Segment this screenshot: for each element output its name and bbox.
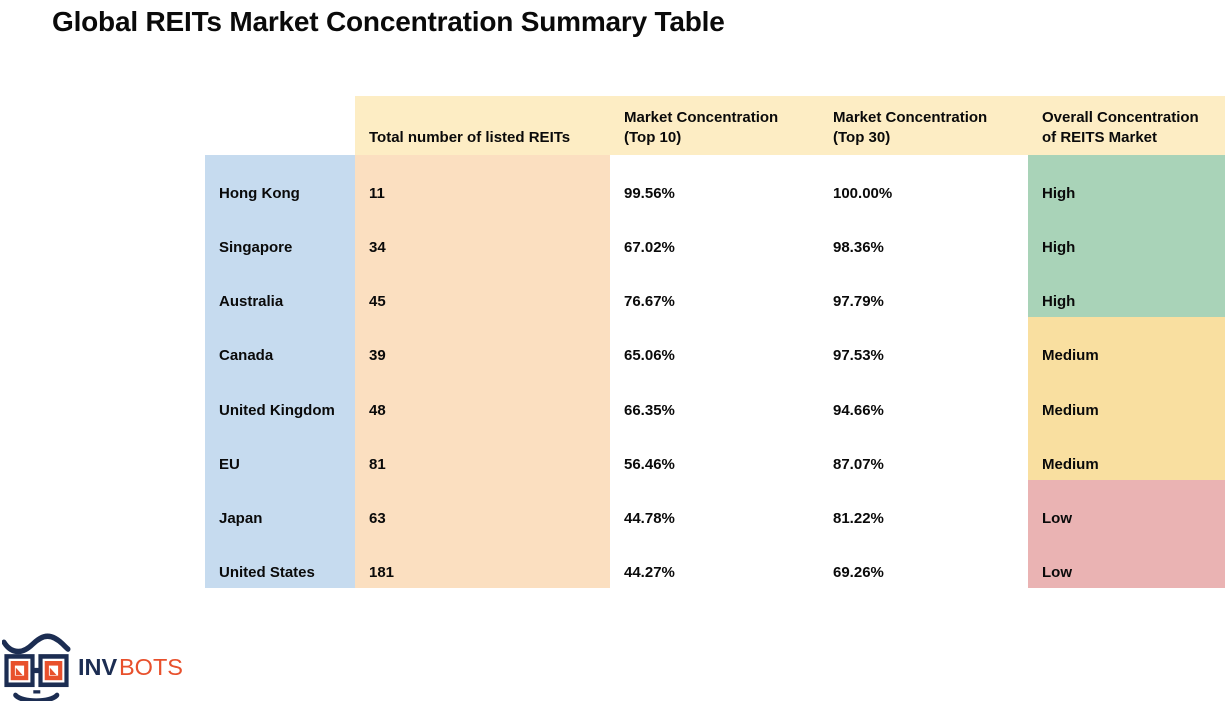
svg-text:BOTS: BOTS [119, 654, 183, 680]
svg-text:INV: INV [78, 654, 118, 680]
